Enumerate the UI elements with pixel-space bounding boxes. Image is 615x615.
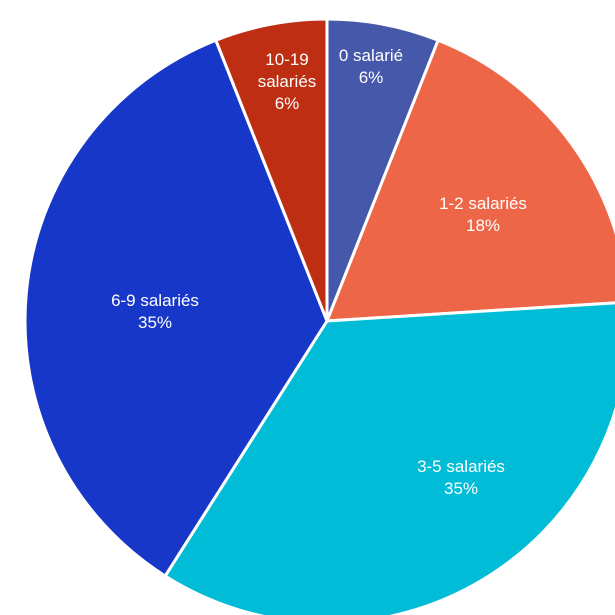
slice-label-6-9-salari-s: 6-9 salariés 35% [111, 291, 199, 332]
pie-slices [23, 17, 615, 615]
pie-slice-6-9-salari-s [23, 38, 329, 578]
slice-label-10-19-salari-s: 10-19 salariés 6% [258, 50, 317, 113]
slice-label-3-5-salari-s: 3-5 salariés 35% [417, 457, 505, 498]
pie-slice-10-19-salari-s [214, 17, 329, 323]
slice-label-1-2-salari-s: 1-2 salariés 18% [439, 194, 527, 235]
pie-slice-1-2-salari-s [325, 38, 615, 323]
slice-label-0-salari: 0 salarié 6% [339, 46, 403, 87]
pie-slice-3-5-salari-s [163, 301, 615, 615]
pie-labels: 0 salarié 6% 1-2 salariés 18% 3-5 salariés 35… [111, 46, 527, 498]
